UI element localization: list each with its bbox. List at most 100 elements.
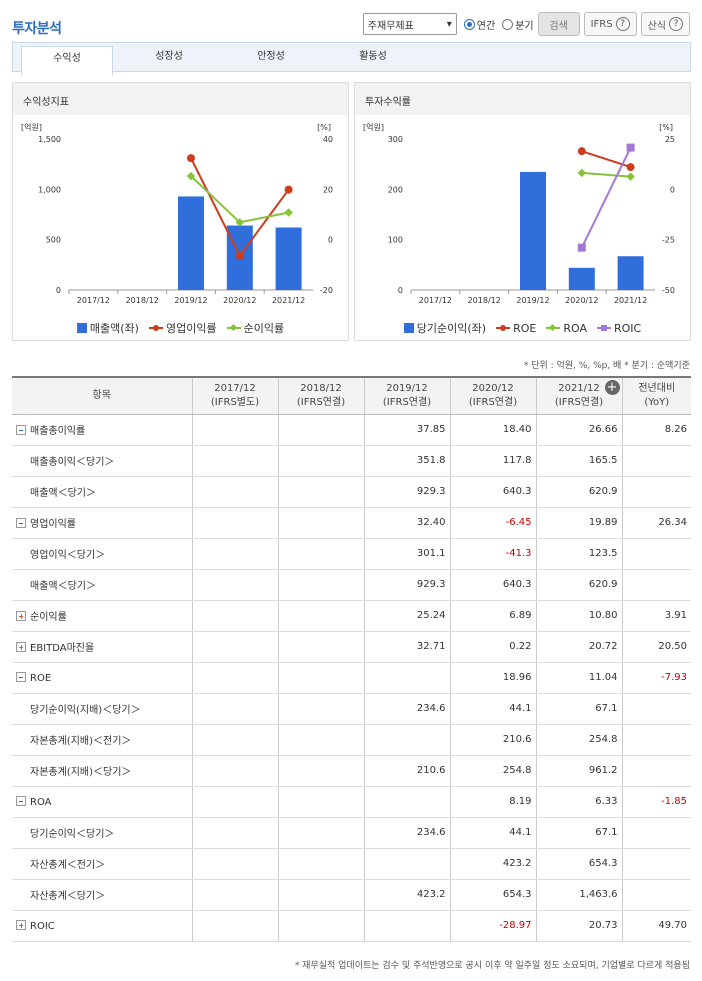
legend-label: 매출액(좌) <box>89 322 139 335</box>
value-cell <box>363 724 450 756</box>
line-diamond-icon <box>546 323 561 333</box>
collapse-icon[interactable] <box>16 425 26 435</box>
series-point <box>626 163 635 172</box>
legend-item-net-margin[interactable]: 순이익률 <box>226 320 284 336</box>
value-cell: -28.97 <box>449 910 536 942</box>
tab-profitability[interactable]: 수익성 <box>21 46 113 76</box>
column-header-sublabel: (IFRS연결) <box>382 396 432 408</box>
radio-annual[interactable]: 연간 <box>463 17 495 32</box>
value-cell <box>277 507 364 539</box>
search-button[interactable]: 검색 <box>537 12 580 36</box>
row-label: 순이익률 <box>30 612 67 623</box>
x-tick-label: 2018/12 <box>126 296 159 305</box>
table-row: 영업이익률 32.40 -6.45 19.89 26.34 <box>12 507 691 539</box>
page-title: 투자분석 <box>12 21 62 37</box>
legend-item-roic[interactable]: ROIC <box>596 320 641 336</box>
tab-activity[interactable]: 활동성 <box>359 51 387 62</box>
x-tick-label: 2017/12 <box>419 296 452 305</box>
add-column-icon[interactable]: + <box>604 380 620 395</box>
right-tick-label: 25 <box>665 135 675 144</box>
value-cell <box>363 662 450 694</box>
legend-item-operating-margin[interactable]: 영업이익률 <box>148 320 217 336</box>
legend-item-net-income[interactable]: 당기순이익(좌) <box>403 320 487 336</box>
value-cell <box>191 476 278 508</box>
series-line <box>190 175 289 224</box>
right-tick-label: -50 <box>662 286 675 295</box>
bar <box>568 267 595 290</box>
table-row: 자산총계＜당기＞ 423.2 654.3 1,463.6 <box>12 879 691 911</box>
right-tick-label: -25 <box>662 236 675 245</box>
value-cell: 6.89 <box>449 600 536 632</box>
series-point <box>626 143 635 152</box>
right-tick-label: 20 <box>323 185 333 194</box>
left-tick-label: 1,000 <box>38 185 61 194</box>
bar <box>617 256 644 290</box>
series-point <box>235 251 244 260</box>
bar-swatch-icon <box>403 323 414 333</box>
value-cell: 25.24 <box>363 600 450 632</box>
expand-icon[interactable] <box>16 611 26 621</box>
expand-icon[interactable] <box>16 642 26 652</box>
chevron-down-icon: ▾ <box>446 18 452 30</box>
right-tick-label: 40 <box>323 135 333 144</box>
value-cell <box>191 538 278 570</box>
ifrs-help-button[interactable]: IFRS ? <box>583 12 637 36</box>
value-cell: 20.73 <box>535 910 622 942</box>
panel-title: 수익성지표 <box>13 82 348 115</box>
row-label-cell: ROA <box>12 786 192 818</box>
value-cell <box>191 724 278 756</box>
formula-label: 산식 <box>647 20 666 32</box>
right-tick-label: -20 <box>320 286 333 295</box>
row-label: 당기순이익＜당기＞ <box>30 829 115 840</box>
value-cell <box>277 817 364 849</box>
column-header-label: 2017/12 <box>214 382 256 394</box>
table-row: ROIC -28.97 20.73 49.70 <box>12 910 691 942</box>
value-cell <box>191 445 278 477</box>
table-row: ROE 18.96 11.04 -7.93 <box>12 662 691 694</box>
statement-type-select[interactable]: 주재무제표 ▾ <box>362 13 457 35</box>
row-label: EBITDA마진율 <box>30 643 95 654</box>
value-cell: 3.91 <box>621 600 691 632</box>
column-header-sublabel: (IFRS별도) <box>210 396 260 408</box>
value-cell <box>621 445 691 477</box>
row-label-cell: 매출총이익＜당기＞ <box>12 445 192 477</box>
column-header-label: 2020/12 <box>472 382 514 394</box>
value-cell: 1,463.6 <box>535 879 622 911</box>
expand-icon[interactable] <box>16 919 26 930</box>
value-cell <box>191 569 278 601</box>
collapse-icon[interactable] <box>16 518 26 528</box>
x-tick-label: 2020/12 <box>565 296 598 305</box>
formula-help-button[interactable]: 산식 ? <box>640 12 690 36</box>
collapse-icon[interactable] <box>16 795 26 806</box>
table-row: ROA 8.19 6.33 -1.85 <box>12 786 691 818</box>
legend-label: 당기순이익(좌) <box>416 322 487 335</box>
legend-item-sales[interactable]: 매출액(좌) <box>76 320 139 336</box>
value-cell: 67.1 <box>535 693 622 725</box>
column-header: 항목 <box>12 376 192 415</box>
row-label: ROE <box>30 672 52 684</box>
row-label: 매출액＜당기＞ <box>30 488 96 499</box>
value-cell <box>277 662 364 694</box>
collapse-icon[interactable] <box>16 671 26 682</box>
value-cell: 37.85 <box>363 414 450 446</box>
ifrs-label: IFRS <box>590 18 613 30</box>
radio-quarter[interactable]: 분기 <box>502 17 534 32</box>
value-cell: -7.93 <box>621 662 691 694</box>
row-label-cell: 영업이익률 <box>12 507 192 539</box>
value-cell: 18.40 <box>449 414 536 446</box>
table-row: 매출액＜당기＞ 929.3 640.3 620.9 <box>12 569 691 601</box>
right-tick-label: 0 <box>328 236 333 245</box>
value-cell: 20.50 <box>621 631 691 663</box>
column-header-sublabel: (IFRS연결) <box>296 396 346 408</box>
tab-growth[interactable]: 성장성 <box>155 51 183 62</box>
legend-item-roa[interactable]: ROA <box>546 320 587 336</box>
tab-stability[interactable]: 안정성 <box>257 51 285 62</box>
legend-item-roe[interactable]: ROE <box>496 320 536 336</box>
value-cell: 11.04 <box>535 662 622 694</box>
value-cell <box>191 879 278 911</box>
value-cell: -6.45 <box>449 507 536 539</box>
column-header: 2017/12 (IFRS별도) <box>191 376 278 415</box>
panel-title: 투자수익률 <box>355 82 690 115</box>
value-cell: 26.34 <box>621 507 691 539</box>
table-row: 순이익률 25.24 6.89 10.80 3.91 <box>12 600 691 632</box>
